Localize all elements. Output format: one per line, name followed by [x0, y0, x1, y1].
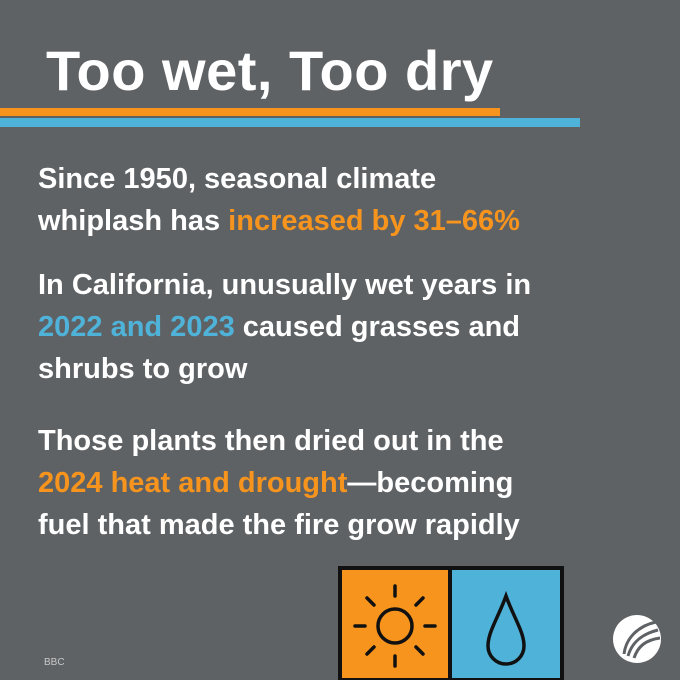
paragraph: Those plants then dried out in the 2024 h…	[38, 420, 520, 546]
text-line: In California, unusually wet years in	[38, 264, 531, 306]
text-line: Since 1950, seasonal climate	[38, 158, 520, 200]
icons	[338, 566, 564, 680]
logo	[613, 615, 661, 663]
text: Those plants then dried out in the	[38, 425, 504, 457]
text-line: fuel that made the fire grow rapidly	[38, 504, 520, 546]
text: In California, unusually wet years in	[38, 269, 532, 301]
text-line: 2022 and 2023 caused grasses and	[38, 306, 531, 348]
blue-rule	[0, 118, 580, 127]
text: —becoming	[347, 467, 514, 499]
source: BBC	[44, 657, 65, 668]
title: Too wet, Too dry	[46, 39, 494, 102]
highlight: increased by 31–66%	[228, 205, 520, 237]
text-line: Those plants then dried out in the	[38, 420, 520, 462]
paragraph: Since 1950, seasonal climate whiplash has…	[38, 158, 520, 242]
text: fuel that made the fire grow rapidly	[38, 509, 520, 541]
text: Since 1950, seasonal climate	[38, 163, 437, 195]
highlight: 2024 heat and drought	[38, 467, 348, 499]
paragraph: In California, unusually wet years in 202…	[38, 264, 531, 390]
text-line: whiplash has increased by 31–66%	[38, 200, 520, 242]
text: shrubs to grow	[38, 353, 248, 385]
text: caused grasses and	[234, 311, 521, 343]
orange-rule	[0, 108, 500, 116]
text-line: 2024 heat and drought—becoming	[38, 462, 520, 504]
text: whiplash has	[38, 205, 229, 237]
text-line: shrubs to grow	[38, 348, 531, 390]
highlight: 2022 and 2023	[38, 311, 235, 343]
